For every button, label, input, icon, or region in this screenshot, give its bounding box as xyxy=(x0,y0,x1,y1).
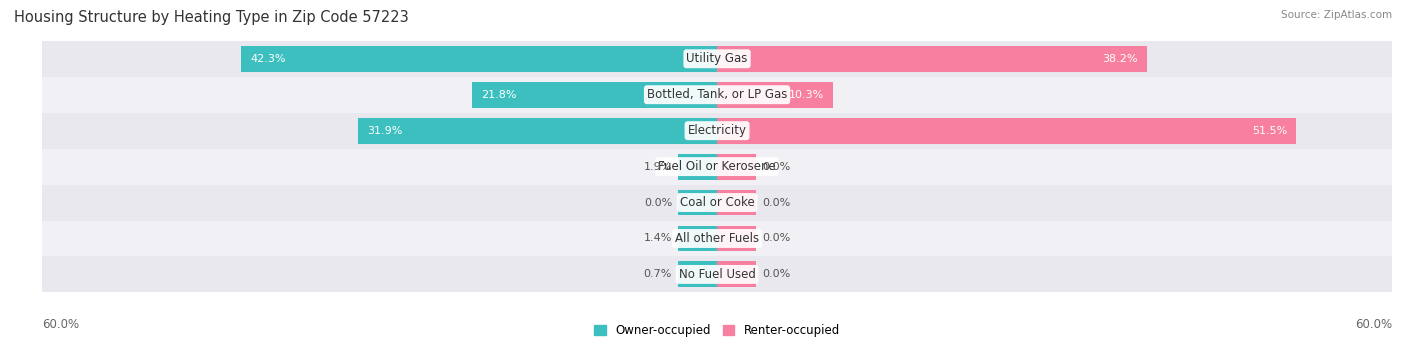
Text: 38.2%: 38.2% xyxy=(1102,54,1137,64)
Bar xyxy=(472,82,717,108)
Text: Fuel Oil or Kerosene: Fuel Oil or Kerosene xyxy=(658,160,776,173)
Bar xyxy=(42,41,1392,77)
Text: 0.0%: 0.0% xyxy=(762,269,790,279)
Text: 1.9%: 1.9% xyxy=(644,162,672,172)
Bar xyxy=(717,190,756,216)
Text: Housing Structure by Heating Type in Zip Code 57223: Housing Structure by Heating Type in Zip… xyxy=(14,10,409,25)
Text: 51.5%: 51.5% xyxy=(1253,126,1288,136)
Text: 10.3%: 10.3% xyxy=(789,90,824,100)
Text: Source: ZipAtlas.com: Source: ZipAtlas.com xyxy=(1281,10,1392,20)
Text: 31.9%: 31.9% xyxy=(367,126,402,136)
Text: 60.0%: 60.0% xyxy=(42,318,79,331)
Text: 0.7%: 0.7% xyxy=(644,269,672,279)
Bar xyxy=(359,118,717,143)
Bar xyxy=(717,225,756,251)
Text: Bottled, Tank, or LP Gas: Bottled, Tank, or LP Gas xyxy=(647,88,787,101)
Text: 0.0%: 0.0% xyxy=(762,198,790,207)
Bar xyxy=(678,261,717,287)
Legend: Owner-occupied, Renter-occupied: Owner-occupied, Renter-occupied xyxy=(589,319,845,340)
Bar xyxy=(42,77,1392,113)
Text: 60.0%: 60.0% xyxy=(1355,318,1392,331)
Bar xyxy=(42,221,1392,256)
Bar xyxy=(42,185,1392,221)
Text: 21.8%: 21.8% xyxy=(481,90,516,100)
Bar xyxy=(717,261,756,287)
Bar xyxy=(42,113,1392,149)
Bar xyxy=(678,190,717,216)
Bar xyxy=(717,118,1296,143)
Bar xyxy=(42,256,1392,292)
Bar xyxy=(717,82,832,108)
Bar xyxy=(242,46,717,72)
Text: Utility Gas: Utility Gas xyxy=(686,52,748,65)
Bar xyxy=(678,225,717,251)
Text: All other Fuels: All other Fuels xyxy=(675,232,759,245)
Text: No Fuel Used: No Fuel Used xyxy=(679,268,755,281)
Text: 0.0%: 0.0% xyxy=(644,198,672,207)
Text: 1.4%: 1.4% xyxy=(644,234,672,243)
Text: 0.0%: 0.0% xyxy=(762,234,790,243)
Bar xyxy=(717,154,756,180)
Text: Electricity: Electricity xyxy=(688,124,747,137)
Bar xyxy=(678,154,717,180)
Bar xyxy=(42,149,1392,185)
Text: Coal or Coke: Coal or Coke xyxy=(679,196,755,209)
Text: 0.0%: 0.0% xyxy=(762,162,790,172)
Bar xyxy=(717,46,1147,72)
Text: 42.3%: 42.3% xyxy=(250,54,285,64)
